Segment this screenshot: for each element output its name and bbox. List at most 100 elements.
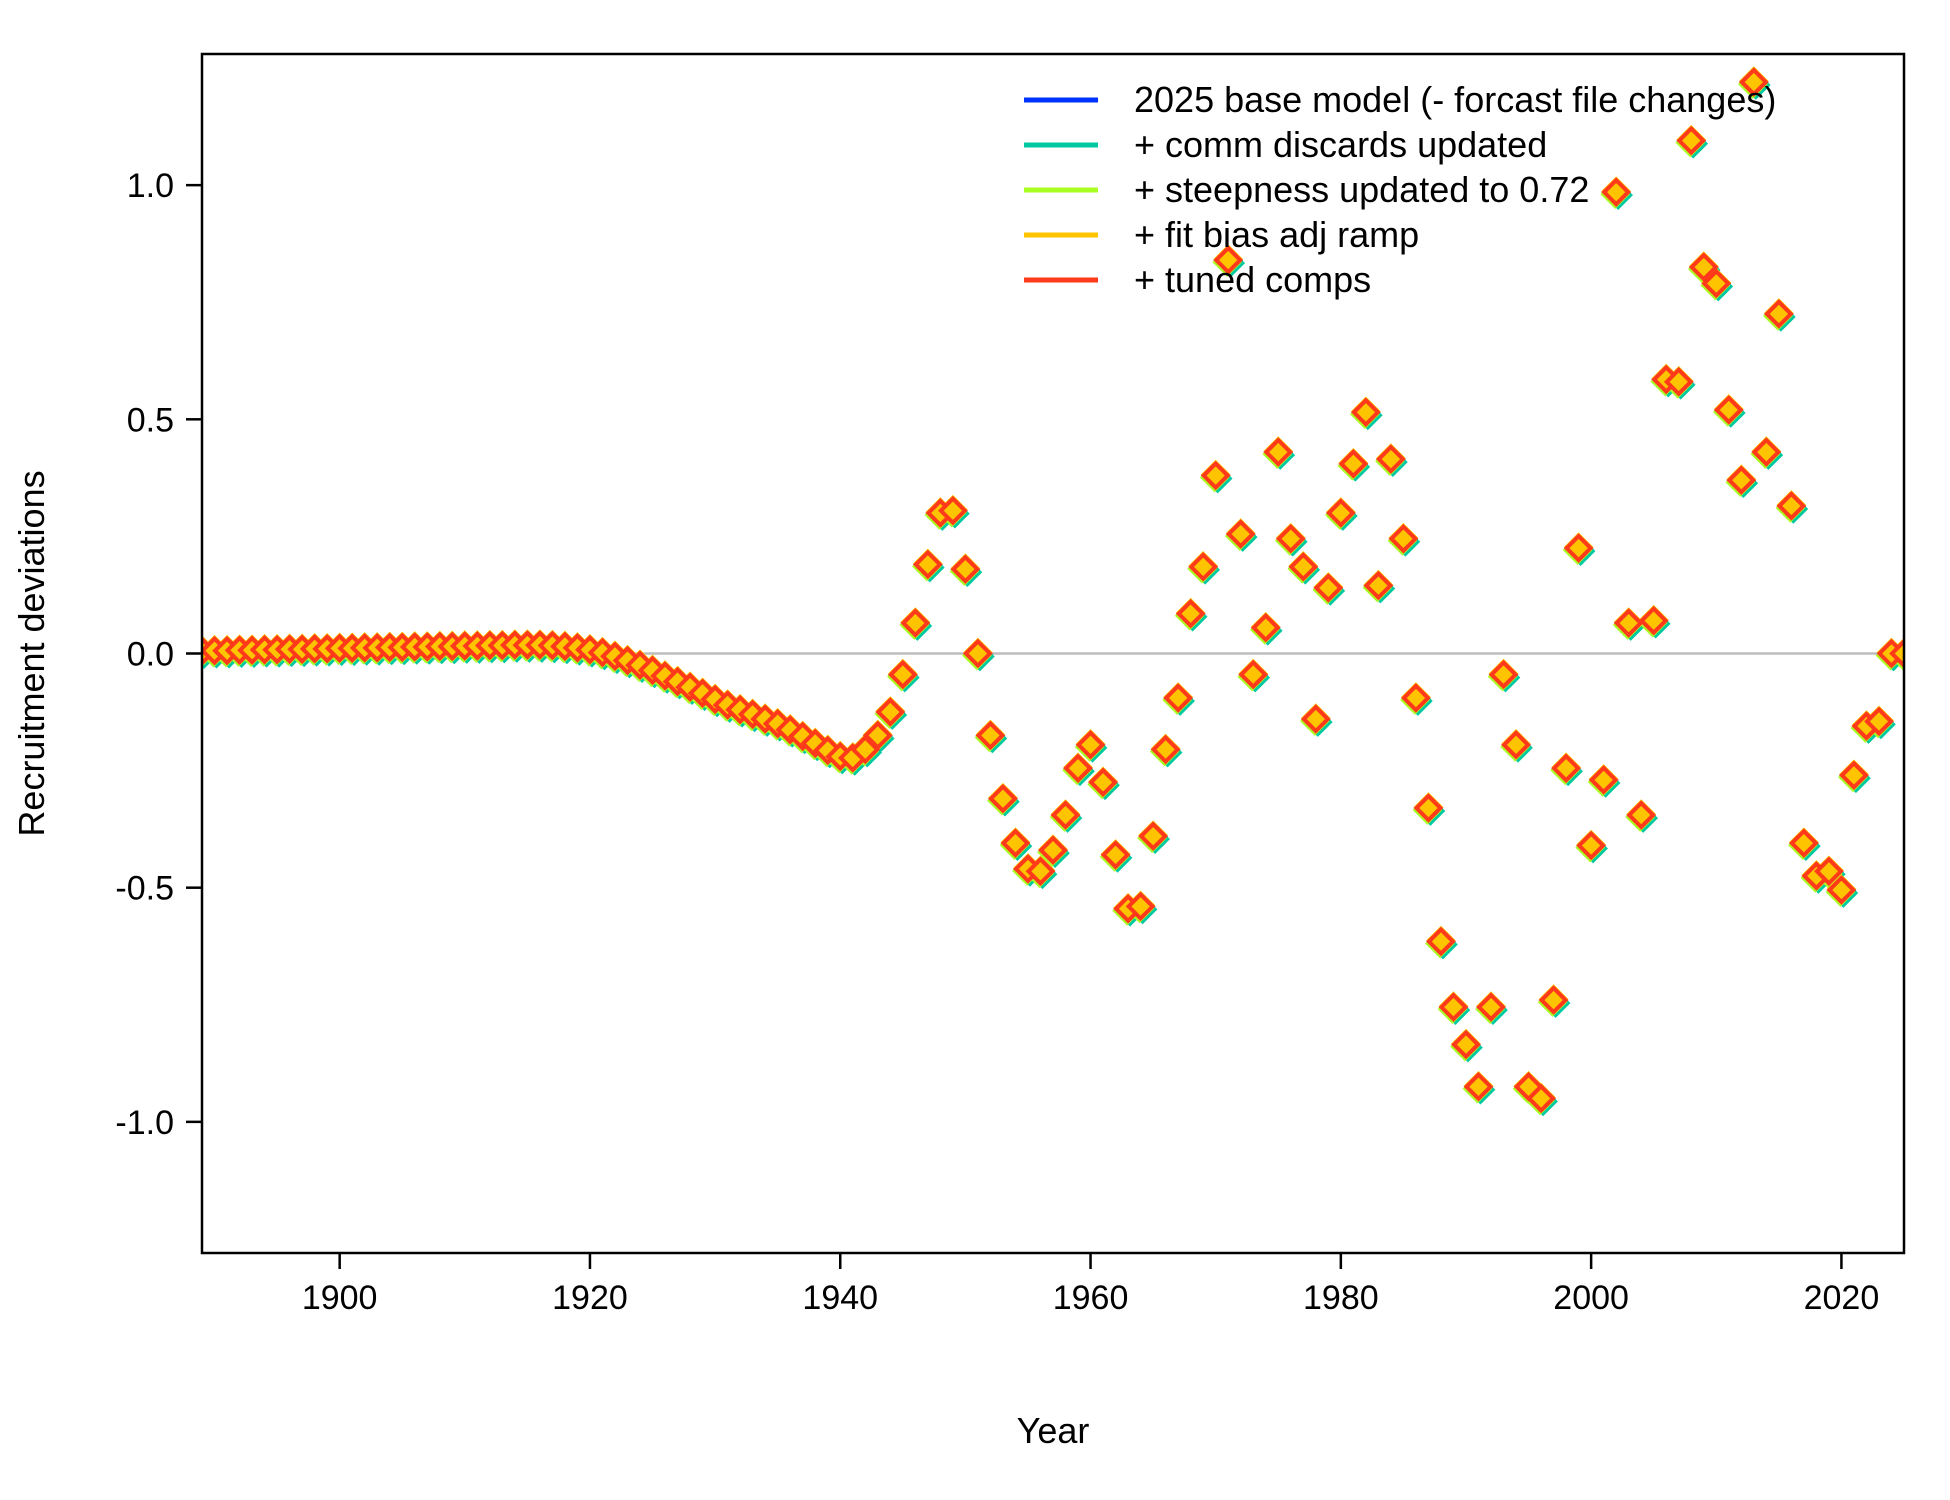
data-point [1738, 67, 1769, 97]
data-point [1663, 367, 1694, 397]
data-point [1551, 753, 1581, 784]
y-tick-label: -1.0 [115, 1104, 174, 1142]
data-point [1200, 460, 1231, 491]
data-point [1713, 395, 1744, 425]
x-tick-label: 1940 [802, 1279, 878, 1317]
data-point [1238, 659, 1269, 690]
data-point [1313, 573, 1344, 603]
y-tick-label: 0.5 [127, 401, 174, 439]
data-point [1351, 397, 1381, 428]
data-point [1764, 299, 1794, 329]
data-point [1701, 268, 1732, 299]
y-axis-title: Recruitment deviations [11, 470, 52, 836]
legend: 2025 base model (- forcast file changes)… [1024, 79, 1776, 300]
data-point [1088, 767, 1118, 798]
data-point [1839, 760, 1869, 791]
data-point [1676, 125, 1707, 156]
data-point [1138, 821, 1168, 851]
data-point [1476, 992, 1506, 1022]
data-point [1864, 706, 1894, 737]
data-point [1000, 828, 1031, 859]
data-point [1538, 985, 1569, 1015]
x-tick-label: 1960 [1053, 1279, 1129, 1317]
data-point [1526, 1083, 1556, 1114]
data-point [1050, 800, 1081, 830]
y-axis: -1.0 -0.5 0.0 0.5 1.0 [115, 167, 202, 1142]
data-point [1025, 856, 1056, 887]
legend-label-1: 2025 base model (- forcast file changes) [1134, 79, 1776, 120]
data-point [1388, 523, 1419, 554]
x-tick-label: 1920 [552, 1279, 628, 1317]
data-point [1326, 498, 1356, 528]
x-tick-label: 1980 [1303, 1279, 1379, 1317]
data-point [1438, 992, 1469, 1022]
legend-label-2: + comm discards updated [1134, 124, 1547, 165]
data-point [1100, 840, 1131, 870]
data-point [1188, 552, 1219, 582]
data-point [1426, 926, 1456, 957]
data-point [1125, 891, 1156, 922]
data-point [1163, 683, 1193, 713]
data-point [938, 495, 968, 526]
series-5-markers [202, 67, 1904, 1114]
data-point [1413, 793, 1444, 823]
data-point [1275, 523, 1306, 554]
data-point [1789, 828, 1819, 859]
y-tick-label: -0.5 [115, 870, 174, 908]
data-point [913, 549, 943, 580]
data-point [1613, 608, 1644, 638]
data-point [1776, 491, 1807, 521]
x-axis: 1900 1920 1940 1960 1980 2000 2020 [302, 1253, 1879, 1317]
data-point [950, 554, 981, 585]
legend-label-5: + tuned comps [1134, 259, 1371, 300]
data-point [1488, 659, 1519, 690]
data-point [1288, 552, 1319, 582]
series-marker-layer [202, 66, 1904, 1117]
data-point [1175, 598, 1206, 629]
data-point [1263, 437, 1294, 467]
data-point [1338, 448, 1369, 479]
data-point [1638, 605, 1669, 636]
data-point [1501, 730, 1531, 760]
data-point [1063, 753, 1093, 784]
data-point [1726, 465, 1757, 496]
data-point [988, 783, 1018, 814]
data-point [1213, 245, 1244, 275]
data-point [1576, 830, 1606, 861]
y-tick-label: 0.0 [127, 636, 174, 674]
x-axis-title: Year [1017, 1410, 1090, 1451]
data-point [975, 720, 1006, 751]
x-tick-label: 2000 [1553, 1279, 1629, 1317]
data-point [1150, 734, 1181, 765]
data-point [900, 608, 931, 638]
data-point [1376, 444, 1406, 474]
data-point [1300, 704, 1331, 734]
data-point [1463, 1071, 1494, 1102]
data-point [1225, 519, 1256, 549]
legend-label-3: + steepness updated to 0.72 [1134, 169, 1589, 210]
x-tick-label: 1900 [302, 1279, 378, 1317]
data-point [1250, 612, 1281, 643]
data-point [1814, 856, 1844, 887]
data-point [875, 697, 906, 727]
data-point [862, 720, 893, 751]
data-point [1826, 875, 1857, 905]
data-point [1601, 177, 1631, 207]
data-point [1889, 638, 1904, 669]
data-point [1626, 800, 1657, 830]
data-point [1363, 570, 1394, 601]
data-point [1563, 533, 1594, 563]
y-tick-label: 1.0 [127, 167, 174, 205]
data-point [887, 659, 918, 690]
x-tick-label: 2020 [1804, 1279, 1880, 1317]
data-point [1751, 437, 1782, 467]
data-point [1401, 683, 1431, 713]
data-point [1038, 835, 1068, 866]
data-point [963, 638, 993, 669]
data-point [1075, 730, 1106, 760]
legend-label-4: + fit bias adj ramp [1134, 214, 1419, 255]
data-point [1688, 252, 1719, 282]
data-point [1451, 1029, 1481, 1060]
